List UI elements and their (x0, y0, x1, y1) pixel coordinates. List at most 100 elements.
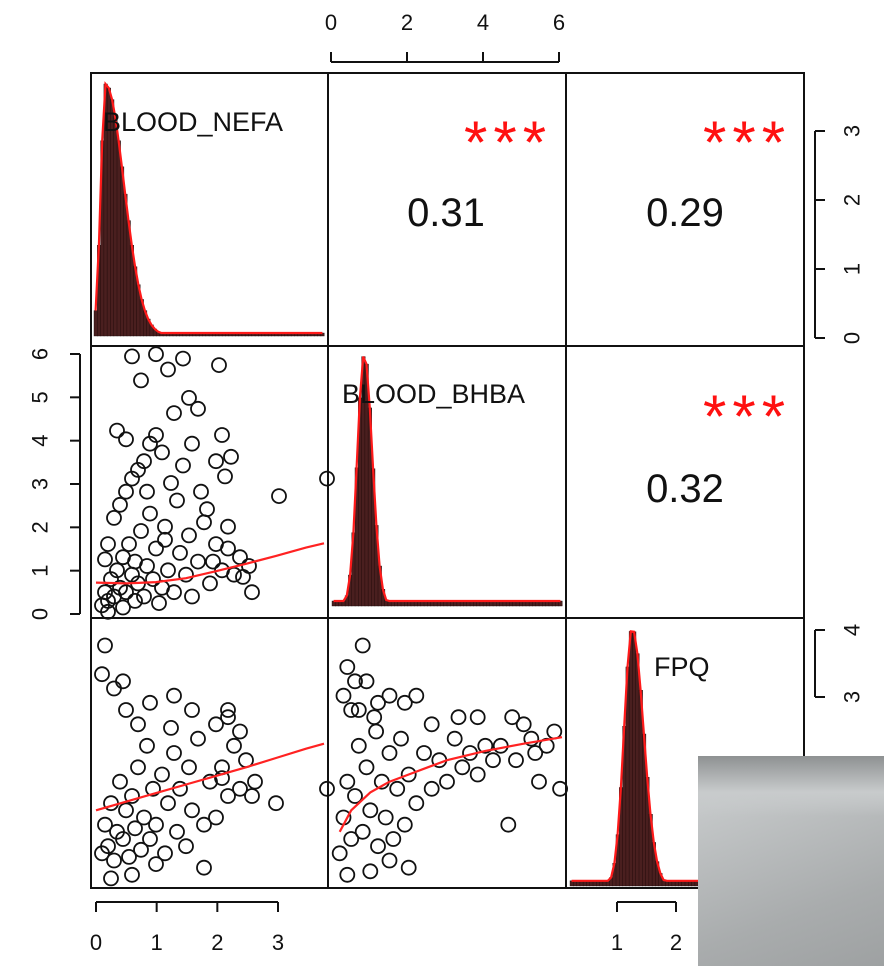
data-point (166, 405, 182, 422)
histogram-blood-bhba (331, 356, 563, 607)
data-point (211, 357, 227, 374)
histogram-fpq-bar (635, 653, 640, 887)
data-point (157, 531, 173, 548)
data-point (232, 723, 248, 740)
histogram-blood-nefa-bar (123, 193, 128, 337)
top-axis-tick-label: 6 (553, 10, 565, 35)
data-point (160, 562, 176, 579)
data-point (97, 551, 113, 568)
significance-stars-bhba-fpq: *** (703, 383, 791, 450)
data-point (169, 823, 185, 840)
data-point (366, 709, 383, 726)
bottom-left-axis-tick-label: 2 (211, 930, 223, 955)
data-point (184, 435, 200, 452)
left-axis-tick-label: 5 (28, 391, 53, 403)
data-point (142, 831, 158, 847)
data-point (331, 845, 348, 862)
right-top-axis-tick-label: 1 (840, 263, 865, 275)
histogram-blood-nefa-bar (320, 332, 325, 337)
data-point (115, 831, 131, 847)
data-point (396, 694, 413, 711)
data-point (527, 745, 544, 761)
data-point (214, 770, 230, 786)
data-point (202, 575, 218, 592)
scatter-panel-nefa-vs-fpq (94, 637, 335, 887)
right-top-axis-tick-label: 2 (840, 194, 865, 206)
data-point (166, 687, 182, 704)
data-point (408, 795, 425, 812)
data-point (148, 540, 164, 557)
data-point (166, 745, 182, 761)
data-point (247, 773, 263, 790)
data-point (226, 737, 242, 754)
data-point (100, 536, 116, 552)
data-point (160, 795, 176, 812)
data-point (220, 702, 236, 718)
data-point (97, 816, 113, 833)
data-point (184, 702, 200, 718)
data-point (381, 687, 398, 704)
data-point (118, 483, 134, 500)
data-point (408, 687, 425, 704)
correlation-value-nefa-fpq: 0.29 (646, 191, 724, 235)
data-point (552, 780, 568, 797)
data-point (339, 866, 356, 883)
data-point (362, 863, 379, 880)
right-top-axis-tick-label: 0 (840, 332, 865, 344)
data-point (121, 849, 137, 865)
data-point (190, 400, 206, 417)
data-point (319, 470, 335, 487)
data-point (208, 453, 224, 470)
data-point (133, 841, 149, 858)
data-point (354, 637, 371, 654)
data-point (148, 346, 164, 363)
data-point (423, 780, 440, 797)
data-point (347, 673, 363, 690)
data-point (220, 518, 236, 535)
data-point (319, 780, 335, 797)
data-point (184, 802, 200, 819)
data-point (169, 492, 185, 509)
data-point (124, 788, 140, 804)
data-point (244, 584, 260, 601)
data-point (196, 514, 212, 531)
top-axis-tick-label: 2 (401, 10, 413, 35)
histogram-blood-nefa-bar (93, 310, 98, 337)
left-axis-tick-label: 4 (28, 435, 53, 447)
data-point (190, 730, 206, 747)
data-point (350, 737, 367, 754)
bottom-right-axis-tick-label: 1 (611, 930, 623, 955)
significance-stars-nefa-bhba: *** (464, 109, 552, 176)
left-axis-tick-label: 6 (28, 348, 53, 360)
data-point (368, 723, 385, 740)
data-point (127, 820, 143, 837)
data-point (220, 709, 236, 726)
data-point (172, 545, 188, 561)
data-point (97, 637, 113, 654)
data-point (136, 453, 152, 470)
histogram-blood-bhba-density-curve (333, 356, 561, 603)
panel-3-3 (565, 617, 805, 889)
data-point (423, 716, 440, 733)
data-point (100, 603, 116, 620)
bottom-left-axis-tick-label: 3 (272, 930, 284, 955)
histogram-fpq-bar (628, 631, 633, 887)
data-point (166, 584, 182, 601)
data-point (205, 553, 221, 570)
data-point (184, 588, 200, 605)
data-point (389, 780, 406, 797)
data-point (118, 431, 134, 448)
variable-label-blood-nefa: BLOOD_NEFA (103, 107, 283, 137)
bottom-left-axis-tick-label: 0 (90, 930, 102, 955)
significance-stars-nefa-fpq: *** (703, 109, 791, 176)
data-point (133, 372, 149, 389)
data-point (370, 694, 386, 711)
trend-line (95, 542, 325, 585)
data-point (112, 773, 128, 790)
trend-line (338, 736, 563, 833)
left-axis-tick-label: 2 (28, 521, 53, 533)
data-point (154, 444, 170, 461)
data-point (232, 780, 248, 797)
data-point (446, 730, 463, 747)
